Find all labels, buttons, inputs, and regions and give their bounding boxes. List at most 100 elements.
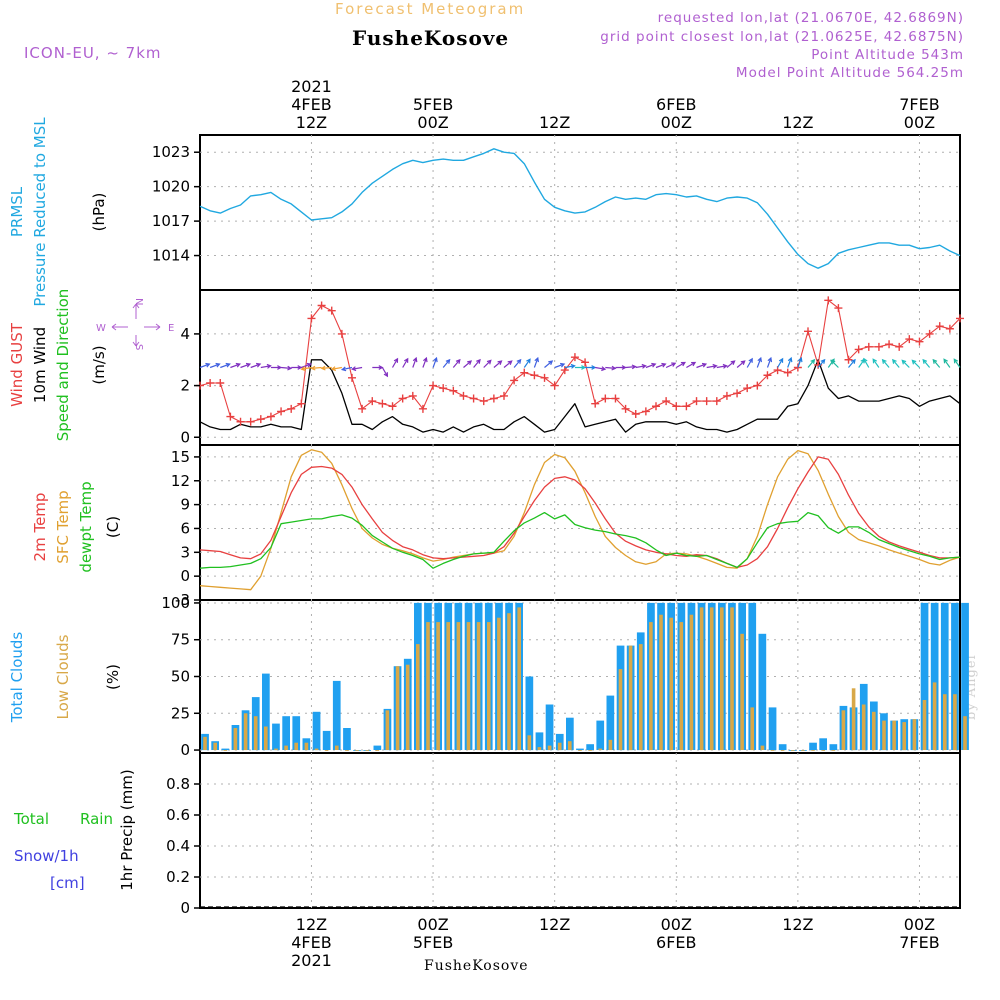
total-cloud-bar xyxy=(373,745,382,750)
total-cloud-bar xyxy=(576,748,584,751)
y-tick-label: 9 xyxy=(180,496,190,514)
total-cloud-bar xyxy=(343,728,351,751)
wind-direction-arrow xyxy=(301,362,312,369)
low-cloud-bar xyxy=(385,710,390,750)
wind-direction-arrow xyxy=(463,360,473,368)
gust-marker xyxy=(520,368,529,377)
total-cloud-bar xyxy=(566,717,574,751)
y-tick-label: 1023 xyxy=(152,143,190,161)
wind-direction-arrow xyxy=(483,359,492,368)
wind-direction-arrow xyxy=(830,359,839,368)
total-cloud-bar xyxy=(525,676,534,751)
low-cloud-bar xyxy=(284,745,288,750)
gust-marker xyxy=(905,335,914,344)
total-cloud-bar xyxy=(748,602,757,750)
pressure-unit-label: (hPa) xyxy=(90,193,108,232)
total-cloud-bar xyxy=(961,602,969,750)
footer-station-name: FusheKosove xyxy=(424,958,529,974)
wind-direction-arrow xyxy=(686,361,697,369)
total-cloud-bar xyxy=(930,602,939,750)
total-cloud-bar xyxy=(920,602,929,750)
top-time-label: 12Z xyxy=(539,113,570,132)
wind-direction-arrow xyxy=(381,367,389,378)
low-cloud-bar xyxy=(416,644,420,750)
total-cloud-bar xyxy=(951,602,959,750)
chart-title: Forecast Meteogram xyxy=(335,0,526,18)
gust-marker xyxy=(662,397,671,406)
gust-marker xyxy=(226,412,235,421)
y-tick-label: 0.8 xyxy=(166,775,190,793)
wind-direction-arrow xyxy=(953,358,961,368)
snow-unit-label: [cm] xyxy=(50,874,85,892)
y-tick-label: 2 xyxy=(180,377,190,395)
gust-marker xyxy=(418,404,427,413)
total-cloud-bar xyxy=(272,723,280,751)
low-cloud-bar xyxy=(770,750,775,751)
gust-marker xyxy=(287,404,296,413)
gust-marker xyxy=(722,391,731,400)
compass-east-label: E xyxy=(168,323,174,334)
clouds-unit-label: (%) xyxy=(104,664,122,690)
wind-direction-arrow xyxy=(675,361,686,369)
low-cloud-bar xyxy=(932,682,937,751)
low-cloud-bar xyxy=(507,613,511,750)
gust-marker xyxy=(327,306,336,315)
total-cloud-bar xyxy=(758,633,767,750)
wind-direction-arrow xyxy=(766,356,773,368)
low-cloud-bar xyxy=(598,748,602,751)
y-tick-label: 0.6 xyxy=(166,806,190,824)
wind-direction-arrow xyxy=(932,358,941,368)
compass-south-label: S xyxy=(133,344,144,350)
wind-direction-arrow xyxy=(911,359,920,368)
wind-direction-arrow xyxy=(340,366,353,372)
low-cloud-bar xyxy=(841,710,846,750)
wind-direction-arrow xyxy=(615,365,627,370)
low-cloud-bar xyxy=(963,716,967,750)
y-tick-label: 25 xyxy=(171,704,190,722)
low-cloud-bar xyxy=(243,713,248,751)
gust-marker xyxy=(824,296,833,305)
gust-marker xyxy=(469,394,478,403)
gust-marker xyxy=(530,371,539,380)
low-cloud-bar xyxy=(669,617,673,751)
low-cloud-bar xyxy=(679,622,684,751)
wind-direction-arrow xyxy=(199,362,211,369)
precip-unit-label: 1hr Precip (mm) xyxy=(118,769,136,890)
gust-marker xyxy=(277,407,286,416)
gust-marker xyxy=(500,391,508,400)
wind-direction-arrow xyxy=(881,358,890,368)
y-tick-label: 1014 xyxy=(152,247,190,265)
wind-direction-arrow xyxy=(503,360,513,368)
wind-direction-arrow xyxy=(943,358,951,368)
low-cloud-bar xyxy=(568,741,572,750)
low-cloud-bar xyxy=(872,711,876,751)
low-cloud-bar xyxy=(547,745,552,750)
low-cloud-bar xyxy=(760,745,765,750)
low-cloud-bar xyxy=(659,614,663,750)
y-tick-label: -3 xyxy=(175,591,190,609)
y-tick-label: 0 xyxy=(180,567,190,585)
total-cloud-bar xyxy=(606,695,615,750)
y-tick-label: 6 xyxy=(180,519,190,537)
closest-lonlat: grid point closest lon,lat (21.0625E, 42… xyxy=(600,29,964,45)
top-time-label: 6FEB xyxy=(656,95,696,114)
wind-direction-arrow xyxy=(595,366,607,372)
wind-direction-arrow xyxy=(260,363,272,369)
gust-marker xyxy=(236,417,245,426)
low-clouds-label: Low Clouds xyxy=(54,634,72,719)
wind-direction-arrow xyxy=(746,357,753,368)
gust-marker xyxy=(631,410,640,418)
gust-marker xyxy=(804,327,812,336)
gust-marker xyxy=(793,363,802,372)
low-cloud-bar xyxy=(922,700,927,750)
gust-marker xyxy=(611,394,620,403)
low-cloud-bar xyxy=(720,607,724,751)
total-cloud-bar xyxy=(262,673,270,751)
low-cloud-bar xyxy=(730,607,734,751)
total-cloud-bar xyxy=(322,730,331,750)
wind-gust-label: Wind GUST xyxy=(8,322,26,407)
low-cloud-bar xyxy=(699,607,704,751)
wind-direction-arrow xyxy=(422,356,428,368)
low-cloud-bar xyxy=(882,720,886,750)
gust-marker xyxy=(621,404,630,413)
